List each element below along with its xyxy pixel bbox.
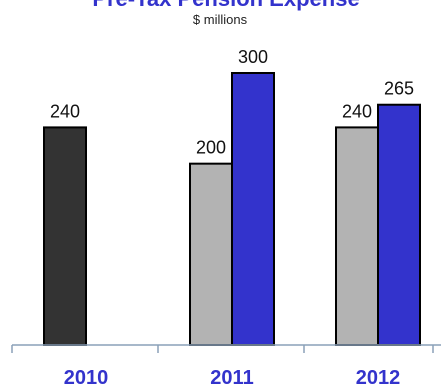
value-labels-layer: 240 200 300 240 265 [50,47,414,158]
category-label-2010: 2010 [64,367,109,389]
x-axis [11,344,441,353]
bar-2012-1 [335,126,379,347]
value-label-2011-2: 300 [238,47,268,67]
category-label-2012: 2012 [356,367,401,389]
chart-title: Pre-Tax Pension Expense [92,0,359,11]
value-label-2011-1: 200 [196,138,226,158]
category-labels: 2010 2011 2012 [64,367,401,389]
bar-2010-1 [43,126,87,347]
bar-2012-2 [377,103,421,346]
value-label-2012-1: 240 [342,101,372,121]
bars-layer [43,72,421,347]
bar-2011-1 [189,162,233,346]
chart-subtitle: $ millions [193,12,248,27]
value-label-2012-2: 265 [384,79,414,99]
category-label-2011: 2011 [210,367,253,389]
value-label-2010-1: 240 [50,101,80,121]
bar-2011-2 [231,72,275,346]
